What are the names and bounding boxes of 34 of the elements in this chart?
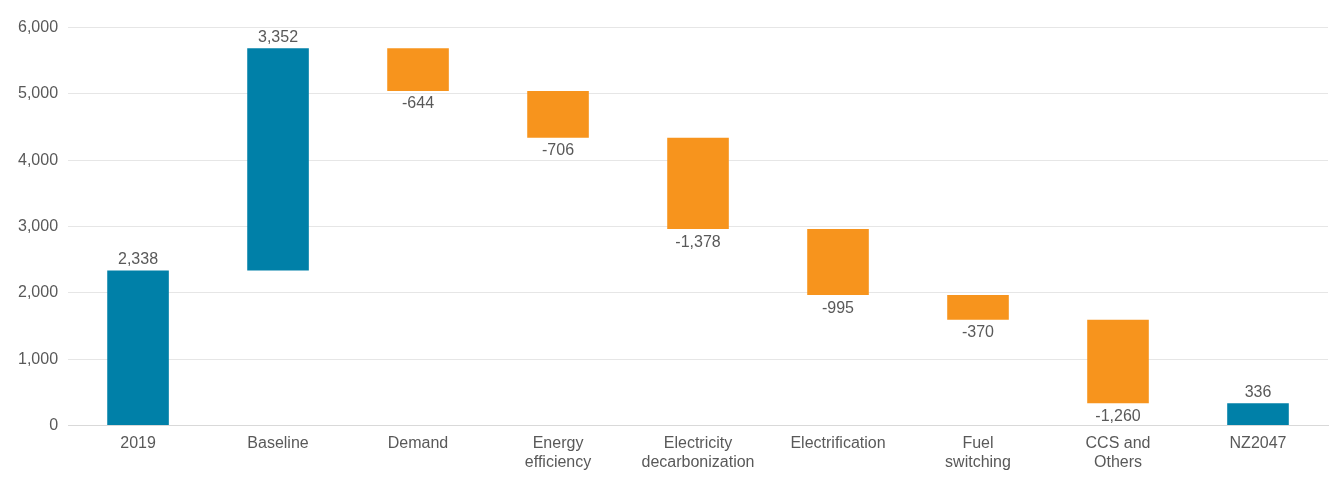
- bar: [667, 137, 729, 230]
- bar: [1227, 403, 1289, 426]
- x-tick-label: Demand: [387, 433, 449, 451]
- data-label: 3,352: [258, 27, 299, 45]
- data-label: -706: [542, 141, 575, 159]
- y-tick-label: 3,000: [17, 217, 59, 235]
- x-tick-label: Baseline: [247, 433, 309, 451]
- x-tick-label: Electrification: [790, 433, 886, 451]
- data-label: 336: [1244, 382, 1272, 400]
- data-label: -995: [822, 298, 855, 316]
- bar: [807, 229, 869, 296]
- data-label: -1,260: [1095, 406, 1141, 424]
- y-tick-label: 6,000: [17, 18, 59, 36]
- bar: [247, 48, 309, 271]
- y-tick-label: 2,000: [17, 283, 59, 301]
- data-label: -644: [402, 94, 435, 112]
- bar: [107, 270, 169, 426]
- data-label: 2,338: [118, 249, 159, 267]
- y-tick-label: 0: [49, 416, 59, 434]
- bar: [527, 90, 589, 138]
- bar: [947, 295, 1009, 320]
- y-tick-label: 5,000: [17, 84, 59, 102]
- x-tick-label: CCS and Others: [1085, 433, 1151, 470]
- x-tick-label: NZ2047: [1229, 433, 1287, 451]
- x-tick-label: 2019: [120, 433, 156, 451]
- x-tick-label: Energy efficiency: [524, 433, 592, 470]
- x-tick-label: Electricity decarbonization: [641, 433, 755, 470]
- bar: [387, 48, 449, 91]
- y-tick-label: 1,000: [17, 349, 59, 367]
- data-label: -370: [962, 323, 995, 341]
- x-tick-label: Fuel switching: [945, 433, 1011, 470]
- bar: [1087, 319, 1149, 404]
- y-tick-label: 4,000: [17, 150, 59, 168]
- data-label: -1,378: [675, 232, 721, 250]
